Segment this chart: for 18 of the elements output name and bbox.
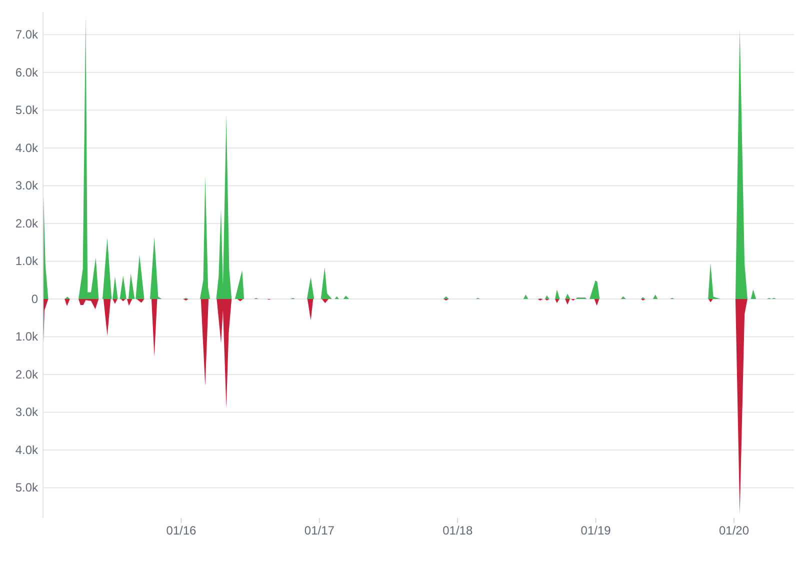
y-tick-label: 2.0k [15,216,39,230]
y-tick-label: 1.0k [15,330,39,344]
y-tick-label: 0 [31,292,38,306]
y-tick-label: 4.0k [15,140,39,155]
y-tick-label: 7.0k [15,27,39,42]
y-tick-label: 3.0k [15,405,39,420]
y-tick-label: 1.0k [15,254,39,268]
x-tick-label: 01/17 [304,524,335,538]
x-tick-label: 01/19 [580,524,612,538]
y-tick-label: 2.0k [15,367,39,382]
y-tick-label: 5.0k [15,103,39,118]
y-tick-label: 4.0k [15,442,39,457]
y-tick-label: 5.0k [15,480,39,495]
x-tick-label: 01/20 [719,524,750,538]
x-tick-label: 01/16 [166,524,197,538]
y-tick-label: 3.0k [15,178,39,193]
x-tick-label: 01/18 [442,524,473,538]
y-tick-label: 6.0k [15,65,39,80]
